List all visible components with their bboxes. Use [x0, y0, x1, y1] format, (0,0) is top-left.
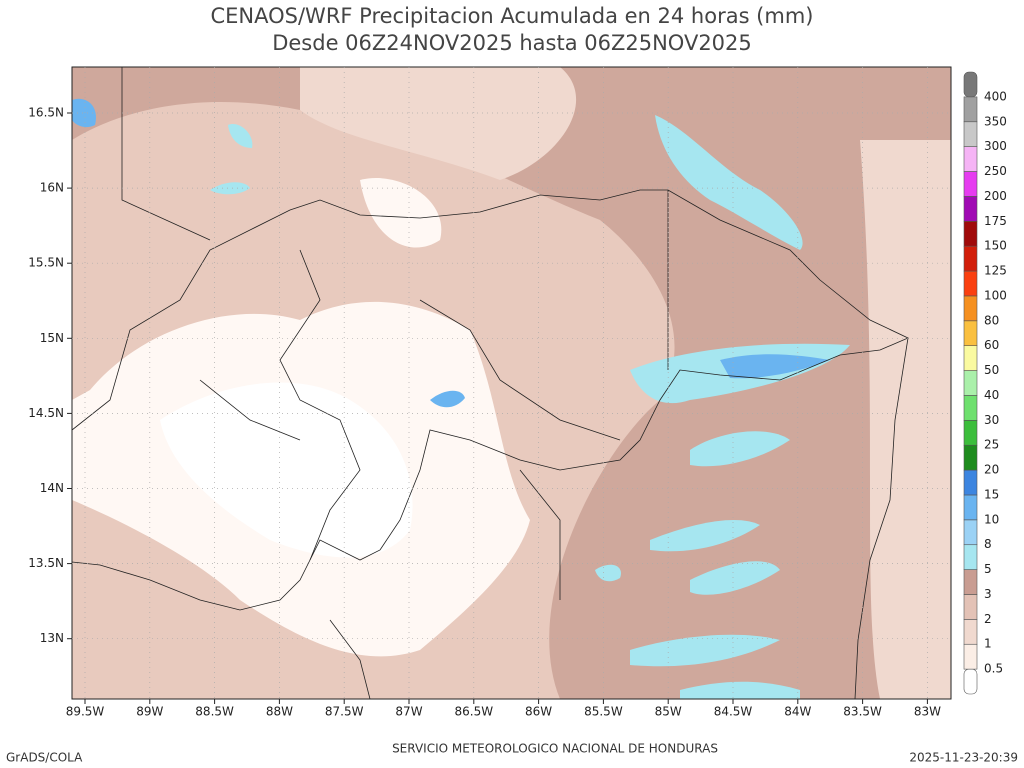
- colorbar-label: 30: [984, 413, 999, 427]
- colorbar-label: 1: [984, 637, 992, 651]
- colorbar-swatch: [963, 420, 978, 446]
- title-line: Desde 06Z24NOV2025 hasta 06Z25NOV2025: [272, 31, 752, 55]
- colorbar-swatch: [963, 71, 978, 98]
- lon-label: 86W: [525, 705, 552, 719]
- lon-label: 88W: [266, 705, 293, 719]
- lon-label: 85W: [655, 705, 682, 719]
- lon-label: 84W: [784, 705, 811, 719]
- colorbar-swatch: [963, 196, 978, 222]
- colorbar-swatch: [963, 96, 978, 123]
- lon-label: 84.5W: [714, 705, 753, 719]
- colorbar-swatch: [963, 594, 978, 620]
- colorbar-label: 250: [984, 164, 1007, 178]
- lon-label: 89.5W: [66, 705, 105, 719]
- colorbar-label: 150: [984, 239, 1007, 253]
- colorbar-swatch: [963, 494, 978, 521]
- title-line: CENAOS/WRF Precipitacion Acumulada en 24…: [210, 4, 813, 28]
- colorbar-swatch: [963, 444, 978, 471]
- colorbar-swatch: [963, 569, 978, 595]
- colorbar-label: 50: [984, 363, 999, 377]
- colorbar-label: 15: [984, 487, 999, 501]
- colorbar-swatch: [963, 146, 978, 172]
- colorbar-label: 400: [984, 89, 1007, 103]
- colorbar-label: 5: [984, 562, 992, 576]
- lat-label: 14.5N: [28, 406, 64, 420]
- colorbar-swatch: [963, 643, 978, 670]
- lat-label: 16.5N: [28, 106, 64, 120]
- lon-label: 86.5W: [455, 705, 494, 719]
- colorbar-label: 3: [984, 587, 992, 601]
- lat-label: 15.5N: [28, 256, 64, 270]
- borders: [71, 67, 909, 700]
- colorbar-label: 125: [984, 264, 1007, 278]
- lon-label: 87W: [395, 705, 422, 719]
- colorbar-label: 20: [984, 463, 999, 477]
- lat-label: 15N: [40, 331, 64, 345]
- colorbar-label: 2: [984, 612, 992, 626]
- colorbar-swatch: [963, 245, 978, 272]
- colorbar-swatch: [963, 519, 978, 546]
- colorbar-label: 350: [984, 114, 1007, 128]
- lat-label: 16N: [40, 181, 64, 195]
- colorbar-swatch: [963, 320, 978, 346]
- colorbar-label: 40: [984, 388, 999, 402]
- colorbar-swatch: [963, 171, 978, 197]
- colorbar-swatch: [963, 345, 978, 371]
- colorbar-label: 175: [984, 214, 1007, 228]
- lon-label: 85.5W: [584, 705, 623, 719]
- lon-label: 83W: [914, 705, 941, 719]
- colorbar-label: 80: [984, 313, 999, 327]
- colorbar-swatch: [963, 619, 978, 645]
- lat-label: 13N: [40, 631, 64, 645]
- colorbar-label: 60: [984, 338, 999, 352]
- lat-label: 14N: [40, 481, 64, 495]
- footer-left: GrADS/COLA: [6, 751, 83, 765]
- colorbar-swatch: [963, 544, 978, 570]
- colorbar-label: 100: [984, 288, 1007, 302]
- colorbar-swatch: [963, 121, 978, 147]
- colorbar-swatch: [963, 395, 978, 421]
- footer-right: 2025-11-23-20:39: [909, 751, 1018, 765]
- colorbar-swatch: [963, 469, 978, 496]
- colorbar-label: 8: [984, 537, 992, 551]
- colorbar-swatch: [963, 295, 978, 322]
- colorbar-label: 25: [984, 438, 999, 452]
- colorbar-swatch: [963, 270, 978, 297]
- colorbar-swatch: [963, 668, 978, 695]
- colorbar-label: 200: [984, 189, 1007, 203]
- lat-label: 13.5N: [28, 556, 64, 570]
- colorbar-swatch: [963, 220, 978, 247]
- lon-label: 89W: [136, 705, 163, 719]
- colorbar-label: 300: [984, 139, 1007, 153]
- colorbar-swatch: [963, 370, 978, 396]
- footer-center: SERVICIO METEOROLOGICO NACIONAL DE HONDU…: [392, 742, 718, 756]
- colorbar-label: 0.5: [984, 662, 1003, 676]
- lon-label: 88.5W: [195, 705, 234, 719]
- lon-label: 87.5W: [325, 705, 364, 719]
- lon-label: 83.5W: [843, 705, 882, 719]
- colorbar-label: 10: [984, 512, 999, 526]
- map-frame: [71, 66, 952, 700]
